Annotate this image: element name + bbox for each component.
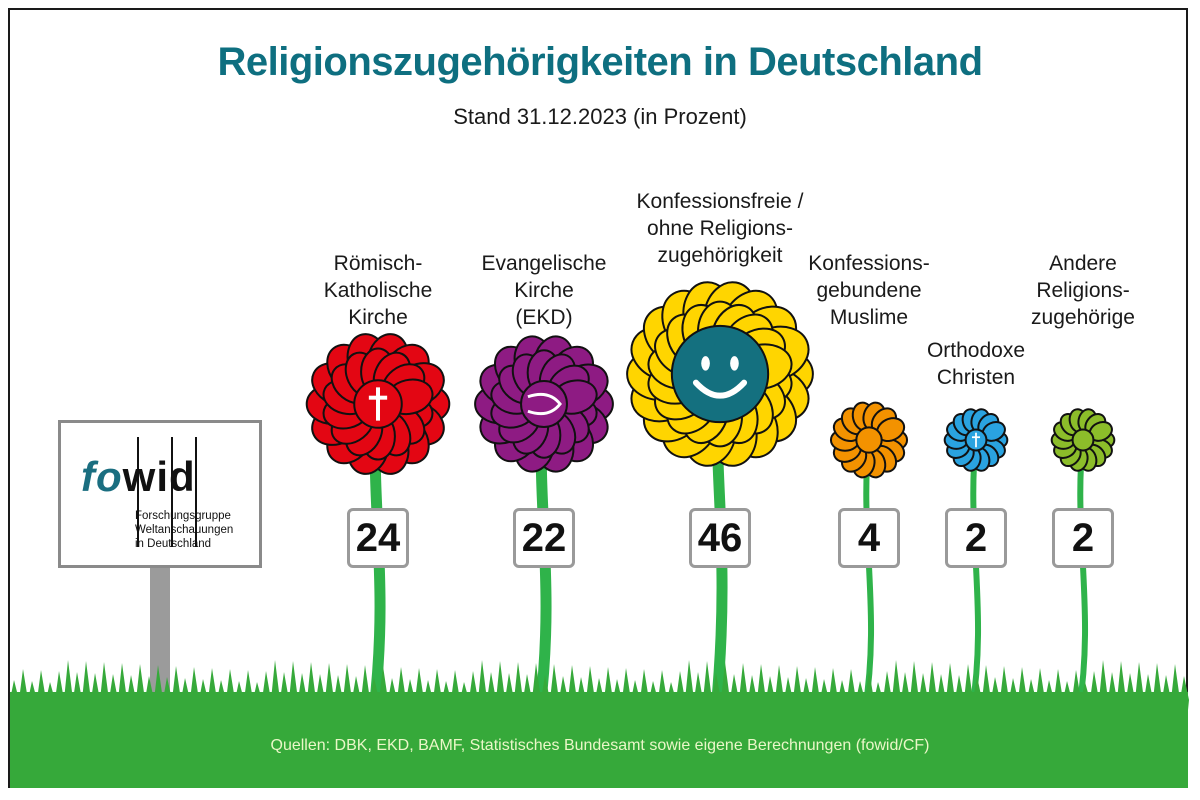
flower-center xyxy=(855,426,883,454)
flower-mark xyxy=(626,281,814,467)
category-label: Römisch- Katholische Kirche xyxy=(323,252,433,329)
value-label: 2 xyxy=(945,508,1007,568)
logo-suffix: wid xyxy=(122,453,196,500)
value-label: 22 xyxy=(513,508,575,568)
flower-center xyxy=(1071,428,1095,452)
logo-subtitle: Forschungsgruppe Weltanschauungen in Deu… xyxy=(135,510,234,550)
flower-stem xyxy=(862,437,875,713)
cross-icon xyxy=(971,432,981,448)
sign-post xyxy=(150,568,170,708)
value-label: 46 xyxy=(689,508,751,568)
source-note: Quellen: DBK, EKD, BAMF, Statistisches B… xyxy=(270,737,930,754)
flower-mark xyxy=(943,408,1009,472)
flower-mark xyxy=(829,401,909,479)
flower-mark xyxy=(474,335,614,473)
flower-center xyxy=(520,380,568,428)
value-label: 2 xyxy=(1052,508,1114,568)
value-label: 4 xyxy=(838,508,900,568)
chart-title: Religionszugehörigkeiten in Deutschland xyxy=(217,40,983,84)
cross-icon xyxy=(368,387,388,421)
category-label: Orthodoxe Christen xyxy=(926,339,1026,389)
category-label: Konfessionsfreie / ohne Religions- zugeh… xyxy=(636,190,804,267)
fish-icon xyxy=(527,392,562,416)
category-label: Andere Religions- zugehörige xyxy=(1031,252,1135,329)
flower-mark xyxy=(1050,408,1116,472)
fowid-sign: fowid Forschungsgruppe Weltanschauungen … xyxy=(58,420,262,568)
value-label: 24 xyxy=(347,508,409,568)
category-label: Konfessions- gebundene Muslime xyxy=(808,252,930,329)
flower-center xyxy=(670,324,770,424)
smiley-icon xyxy=(692,356,748,399)
chart-subtitle: Stand 31.12.2023 (in Prozent) xyxy=(453,104,747,129)
fowid-logo: fowid xyxy=(81,453,196,501)
logo-prefix: fo xyxy=(81,453,123,500)
flower-mark xyxy=(305,333,451,475)
category-label: Evangelische Kirche (EKD) xyxy=(481,252,607,329)
flower-stem xyxy=(1076,437,1089,713)
flower-stem xyxy=(969,437,982,713)
grass xyxy=(10,660,1189,788)
logo-divider-lines xyxy=(137,437,207,547)
